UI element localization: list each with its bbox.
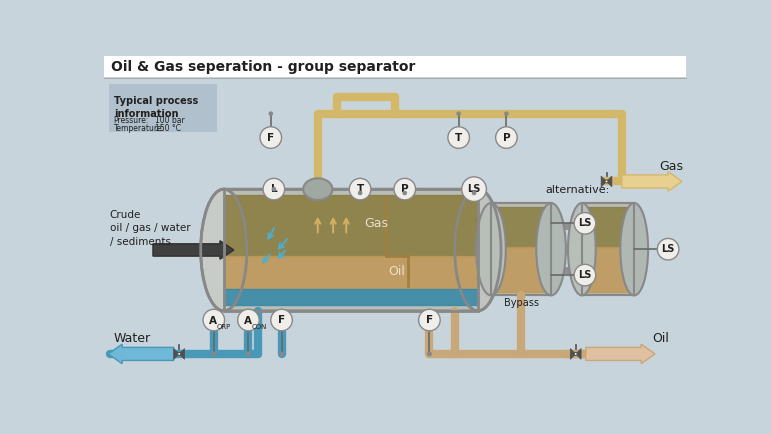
Circle shape bbox=[211, 352, 216, 356]
Text: Water: Water bbox=[113, 332, 151, 345]
Circle shape bbox=[279, 352, 284, 356]
Text: A: A bbox=[209, 316, 217, 326]
Text: Oil: Oil bbox=[653, 332, 669, 345]
Bar bbox=[582, 203, 635, 296]
Text: LS: LS bbox=[662, 244, 675, 254]
Bar bbox=[224, 189, 478, 311]
Circle shape bbox=[496, 127, 517, 148]
Text: T: T bbox=[455, 132, 463, 142]
Circle shape bbox=[271, 187, 276, 191]
Text: alternative:: alternative: bbox=[545, 185, 609, 195]
Text: Gas: Gas bbox=[364, 217, 389, 230]
Text: Temperature:: Temperature: bbox=[113, 124, 165, 133]
Text: Gas: Gas bbox=[659, 160, 683, 173]
Text: CON: CON bbox=[251, 324, 267, 330]
Circle shape bbox=[246, 352, 251, 356]
Circle shape bbox=[574, 352, 577, 355]
Circle shape bbox=[394, 178, 416, 200]
Circle shape bbox=[605, 180, 608, 183]
Bar bbox=[582, 203, 635, 296]
Polygon shape bbox=[571, 349, 576, 359]
Text: Crude
oil / gas / water
/ sediments: Crude oil / gas / water / sediments bbox=[109, 210, 190, 247]
Ellipse shape bbox=[568, 203, 596, 296]
Ellipse shape bbox=[621, 203, 648, 296]
Text: 100 bar: 100 bar bbox=[154, 116, 184, 125]
Text: F: F bbox=[268, 132, 274, 142]
Polygon shape bbox=[601, 176, 607, 187]
Circle shape bbox=[246, 352, 251, 356]
Polygon shape bbox=[607, 176, 612, 187]
Ellipse shape bbox=[303, 178, 332, 200]
Polygon shape bbox=[576, 349, 581, 359]
Bar bbox=[491, 203, 551, 296]
FancyArrow shape bbox=[586, 344, 655, 364]
Text: F: F bbox=[426, 315, 433, 325]
Circle shape bbox=[462, 177, 487, 201]
Circle shape bbox=[574, 264, 596, 286]
Circle shape bbox=[260, 127, 281, 148]
Circle shape bbox=[504, 112, 509, 116]
Text: Oil & Gas seperation - group separator: Oil & Gas seperation - group separator bbox=[110, 60, 415, 74]
Text: LS: LS bbox=[467, 184, 481, 194]
FancyArrow shape bbox=[108, 344, 173, 364]
Text: F: F bbox=[278, 315, 285, 325]
Circle shape bbox=[268, 112, 273, 116]
Circle shape bbox=[203, 309, 224, 331]
Polygon shape bbox=[173, 349, 179, 359]
Ellipse shape bbox=[200, 189, 247, 311]
Text: Pressure:: Pressure: bbox=[113, 116, 149, 125]
Circle shape bbox=[237, 309, 259, 331]
Circle shape bbox=[658, 238, 679, 260]
Text: T: T bbox=[356, 184, 364, 194]
Circle shape bbox=[263, 178, 284, 200]
Text: P: P bbox=[503, 132, 510, 142]
Bar bbox=[104, 56, 686, 78]
Text: A: A bbox=[244, 316, 251, 326]
Text: LS: LS bbox=[578, 270, 591, 280]
Circle shape bbox=[402, 191, 407, 195]
Text: Oil: Oil bbox=[388, 265, 405, 278]
FancyBboxPatch shape bbox=[224, 189, 478, 311]
FancyArrow shape bbox=[622, 171, 682, 191]
Text: L: L bbox=[271, 184, 278, 194]
Bar bbox=[491, 203, 551, 296]
Ellipse shape bbox=[537, 203, 566, 296]
Ellipse shape bbox=[476, 203, 506, 296]
Text: LS: LS bbox=[578, 218, 591, 228]
Bar bbox=[109, 85, 217, 132]
Ellipse shape bbox=[455, 189, 501, 311]
Text: ORP: ORP bbox=[217, 324, 231, 330]
FancyArrow shape bbox=[153, 241, 234, 259]
Circle shape bbox=[211, 352, 216, 356]
Text: P: P bbox=[401, 184, 409, 194]
Text: Typical process
information: Typical process information bbox=[113, 96, 198, 119]
Circle shape bbox=[456, 112, 461, 116]
Circle shape bbox=[448, 127, 470, 148]
Circle shape bbox=[358, 191, 362, 195]
Circle shape bbox=[427, 352, 432, 356]
Text: Bypass: Bypass bbox=[503, 298, 538, 308]
Circle shape bbox=[472, 191, 476, 195]
Polygon shape bbox=[179, 349, 184, 359]
Circle shape bbox=[427, 352, 432, 356]
Circle shape bbox=[349, 178, 371, 200]
Circle shape bbox=[177, 352, 180, 355]
Circle shape bbox=[279, 352, 284, 356]
Circle shape bbox=[574, 213, 596, 234]
Circle shape bbox=[419, 309, 440, 331]
Circle shape bbox=[271, 309, 292, 331]
Text: 150 °C: 150 °C bbox=[154, 124, 180, 133]
